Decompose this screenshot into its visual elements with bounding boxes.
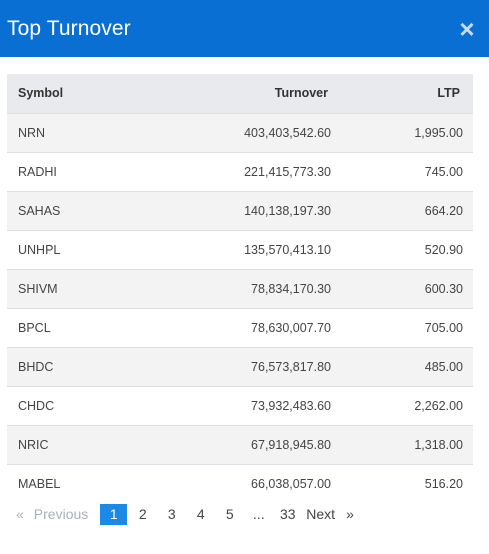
cell-ltp: 664.20 [424,203,463,218]
column-header-ltp[interactable]: LTP [437,86,460,101]
cell-symbol: SHIVM [18,281,58,296]
cell-ltp: 516.20 [424,476,463,491]
table-row: SAHAS 140,138,197.30 664.20 [7,191,473,230]
cell-ltp: 520.90 [424,242,463,257]
cell-symbol: NRN [18,125,46,140]
cell-turnover: 221,415,773.30 [244,164,331,179]
table-row: BHDC 76,573,817.80 485.00 [7,347,473,386]
page-button-2[interactable]: 2 [138,506,147,522]
page-button-last[interactable]: 33 [279,506,296,522]
table-row: RADHI 221,415,773.30 745.00 [7,152,473,191]
cell-ltp: 485.00 [424,359,463,374]
cell-symbol: CHDC [18,398,55,413]
modal-header: Top Turnover × [0,0,489,57]
cell-symbol: BPCL [18,320,51,335]
column-header-symbol[interactable]: Symbol [18,86,64,101]
cell-turnover: 78,630,007.70 [251,320,331,335]
cell-symbol: BHDC [18,359,54,374]
table-row: BPCL 78,630,007.70 705.00 [7,308,473,347]
cell-turnover: 67,918,945.80 [251,437,331,452]
previous-page-button[interactable]: « Previous [16,504,88,525]
table-header-row: Symbol Turnover LTP [7,74,473,113]
close-icon[interactable]: × [459,13,475,44]
column-header-turnover[interactable]: Turnover [274,86,328,101]
table-row: NRIC 67,918,945.80 1,318.00 [7,425,473,464]
cell-ltp: 705.00 [424,320,463,335]
pagination: « Previous 1 2 3 4 5 ... 33 Next » [7,503,354,525]
pagination-ellipsis: ... [252,506,265,522]
page-button-4[interactable]: 4 [196,506,205,522]
table-row: NRN 403,403,542.60 1,995.00 [7,113,473,152]
cell-turnover: 140,138,197.30 [244,203,331,218]
cell-ltp: 600.30 [424,281,463,296]
page-button-5[interactable]: 5 [225,506,234,522]
next-label: Next [306,506,336,522]
cell-turnover: 135,570,413.10 [244,242,331,257]
table-row: UNHPL 135,570,413.10 520.90 [7,230,473,269]
table-row: MABEL 66,038,057.00 516.20 [7,464,473,503]
cell-turnover: 78,834,170.30 [251,281,331,296]
next-page-button[interactable]: Next » [306,504,354,525]
page-button-3[interactable]: 3 [167,506,176,522]
cell-ltp: 2,262.00 [414,398,463,413]
cell-ltp: 1,318.00 [414,437,463,452]
cell-ltp: 1,995.00 [414,125,463,140]
modal-title: Top Turnover [7,16,131,40]
cell-turnover: 66,038,057.00 [251,476,331,491]
cell-turnover: 73,932,483.60 [251,398,331,413]
turnover-table: Symbol Turnover LTP NRN 403,403,542.60 1… [7,74,473,503]
turnover-table-container: Symbol Turnover LTP NRN 403,403,542.60 1… [7,74,473,503]
table-row: CHDC 73,932,483.60 2,262.00 [7,386,473,425]
cell-symbol: RADHI [18,164,57,179]
cell-turnover: 403,403,542.60 [244,125,331,140]
previous-label: Previous [33,506,89,522]
table-row: SHIVM 78,834,170.30 600.30 [7,269,473,308]
cell-symbol: SAHAS [18,203,61,218]
cell-symbol: MABEL [18,476,61,491]
page-button-1[interactable]: 1 [100,503,128,525]
cell-turnover: 76,573,817.80 [251,359,331,374]
cell-ltp: 745.00 [424,164,463,179]
cell-symbol: NRIC [18,437,49,452]
double-chevron-right-icon: » [346,506,354,522]
double-chevron-left-icon: « [16,506,24,522]
cell-symbol: UNHPL [18,242,61,257]
